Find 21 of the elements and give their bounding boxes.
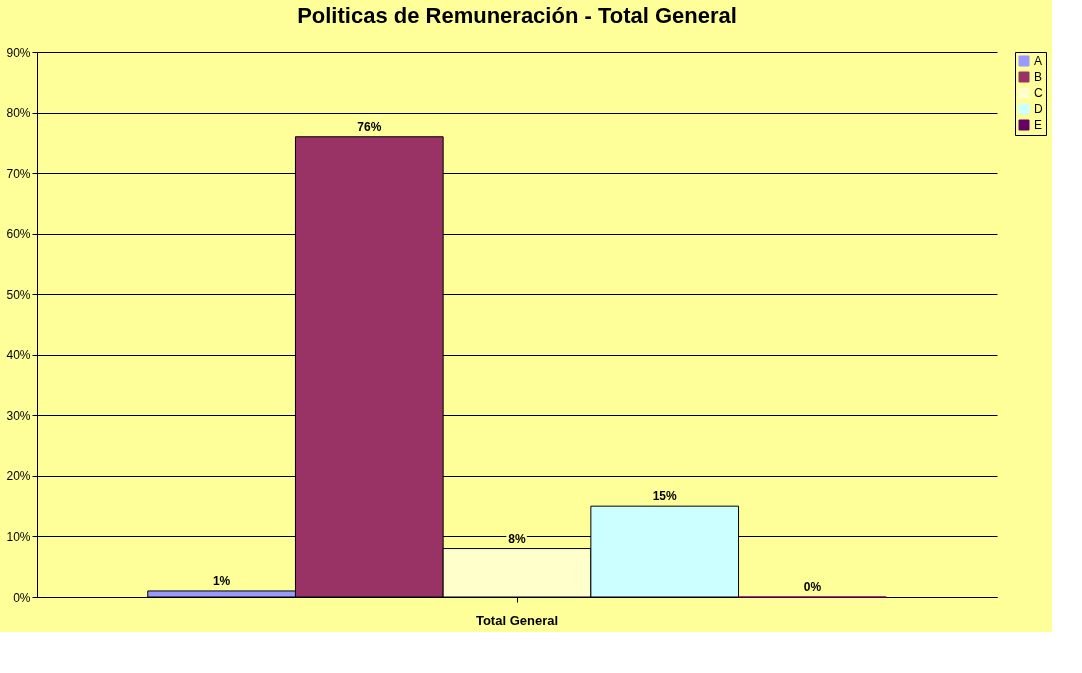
y-tick-label: 70% xyxy=(6,166,31,181)
legend-label: E xyxy=(1034,118,1043,132)
y-tick-label: 30% xyxy=(6,408,31,423)
y-tick-label: 80% xyxy=(6,106,31,121)
y-tick-label: 60% xyxy=(6,227,31,242)
y-tick-label: 10% xyxy=(6,529,31,544)
legend-label: D xyxy=(1034,102,1043,116)
y-tick-label: 20% xyxy=(6,469,31,484)
legend-label: A xyxy=(1034,54,1043,68)
x-tick-label: Total General xyxy=(475,612,559,628)
data-label: 0% xyxy=(803,580,822,594)
y-tick-label: 0% xyxy=(13,590,31,605)
chart-title: Politicas de Remuneración - Total General xyxy=(297,3,737,28)
legend-label: B xyxy=(1034,70,1043,84)
legend-label: C xyxy=(1034,86,1043,100)
data-label: 76% xyxy=(357,119,382,134)
data-label: 15% xyxy=(652,489,678,504)
y-tick-label: 50% xyxy=(6,287,31,302)
y-tick-label: 90% xyxy=(6,45,31,60)
data-label: 1% xyxy=(212,573,231,588)
y-tick-label: 40% xyxy=(6,348,31,363)
